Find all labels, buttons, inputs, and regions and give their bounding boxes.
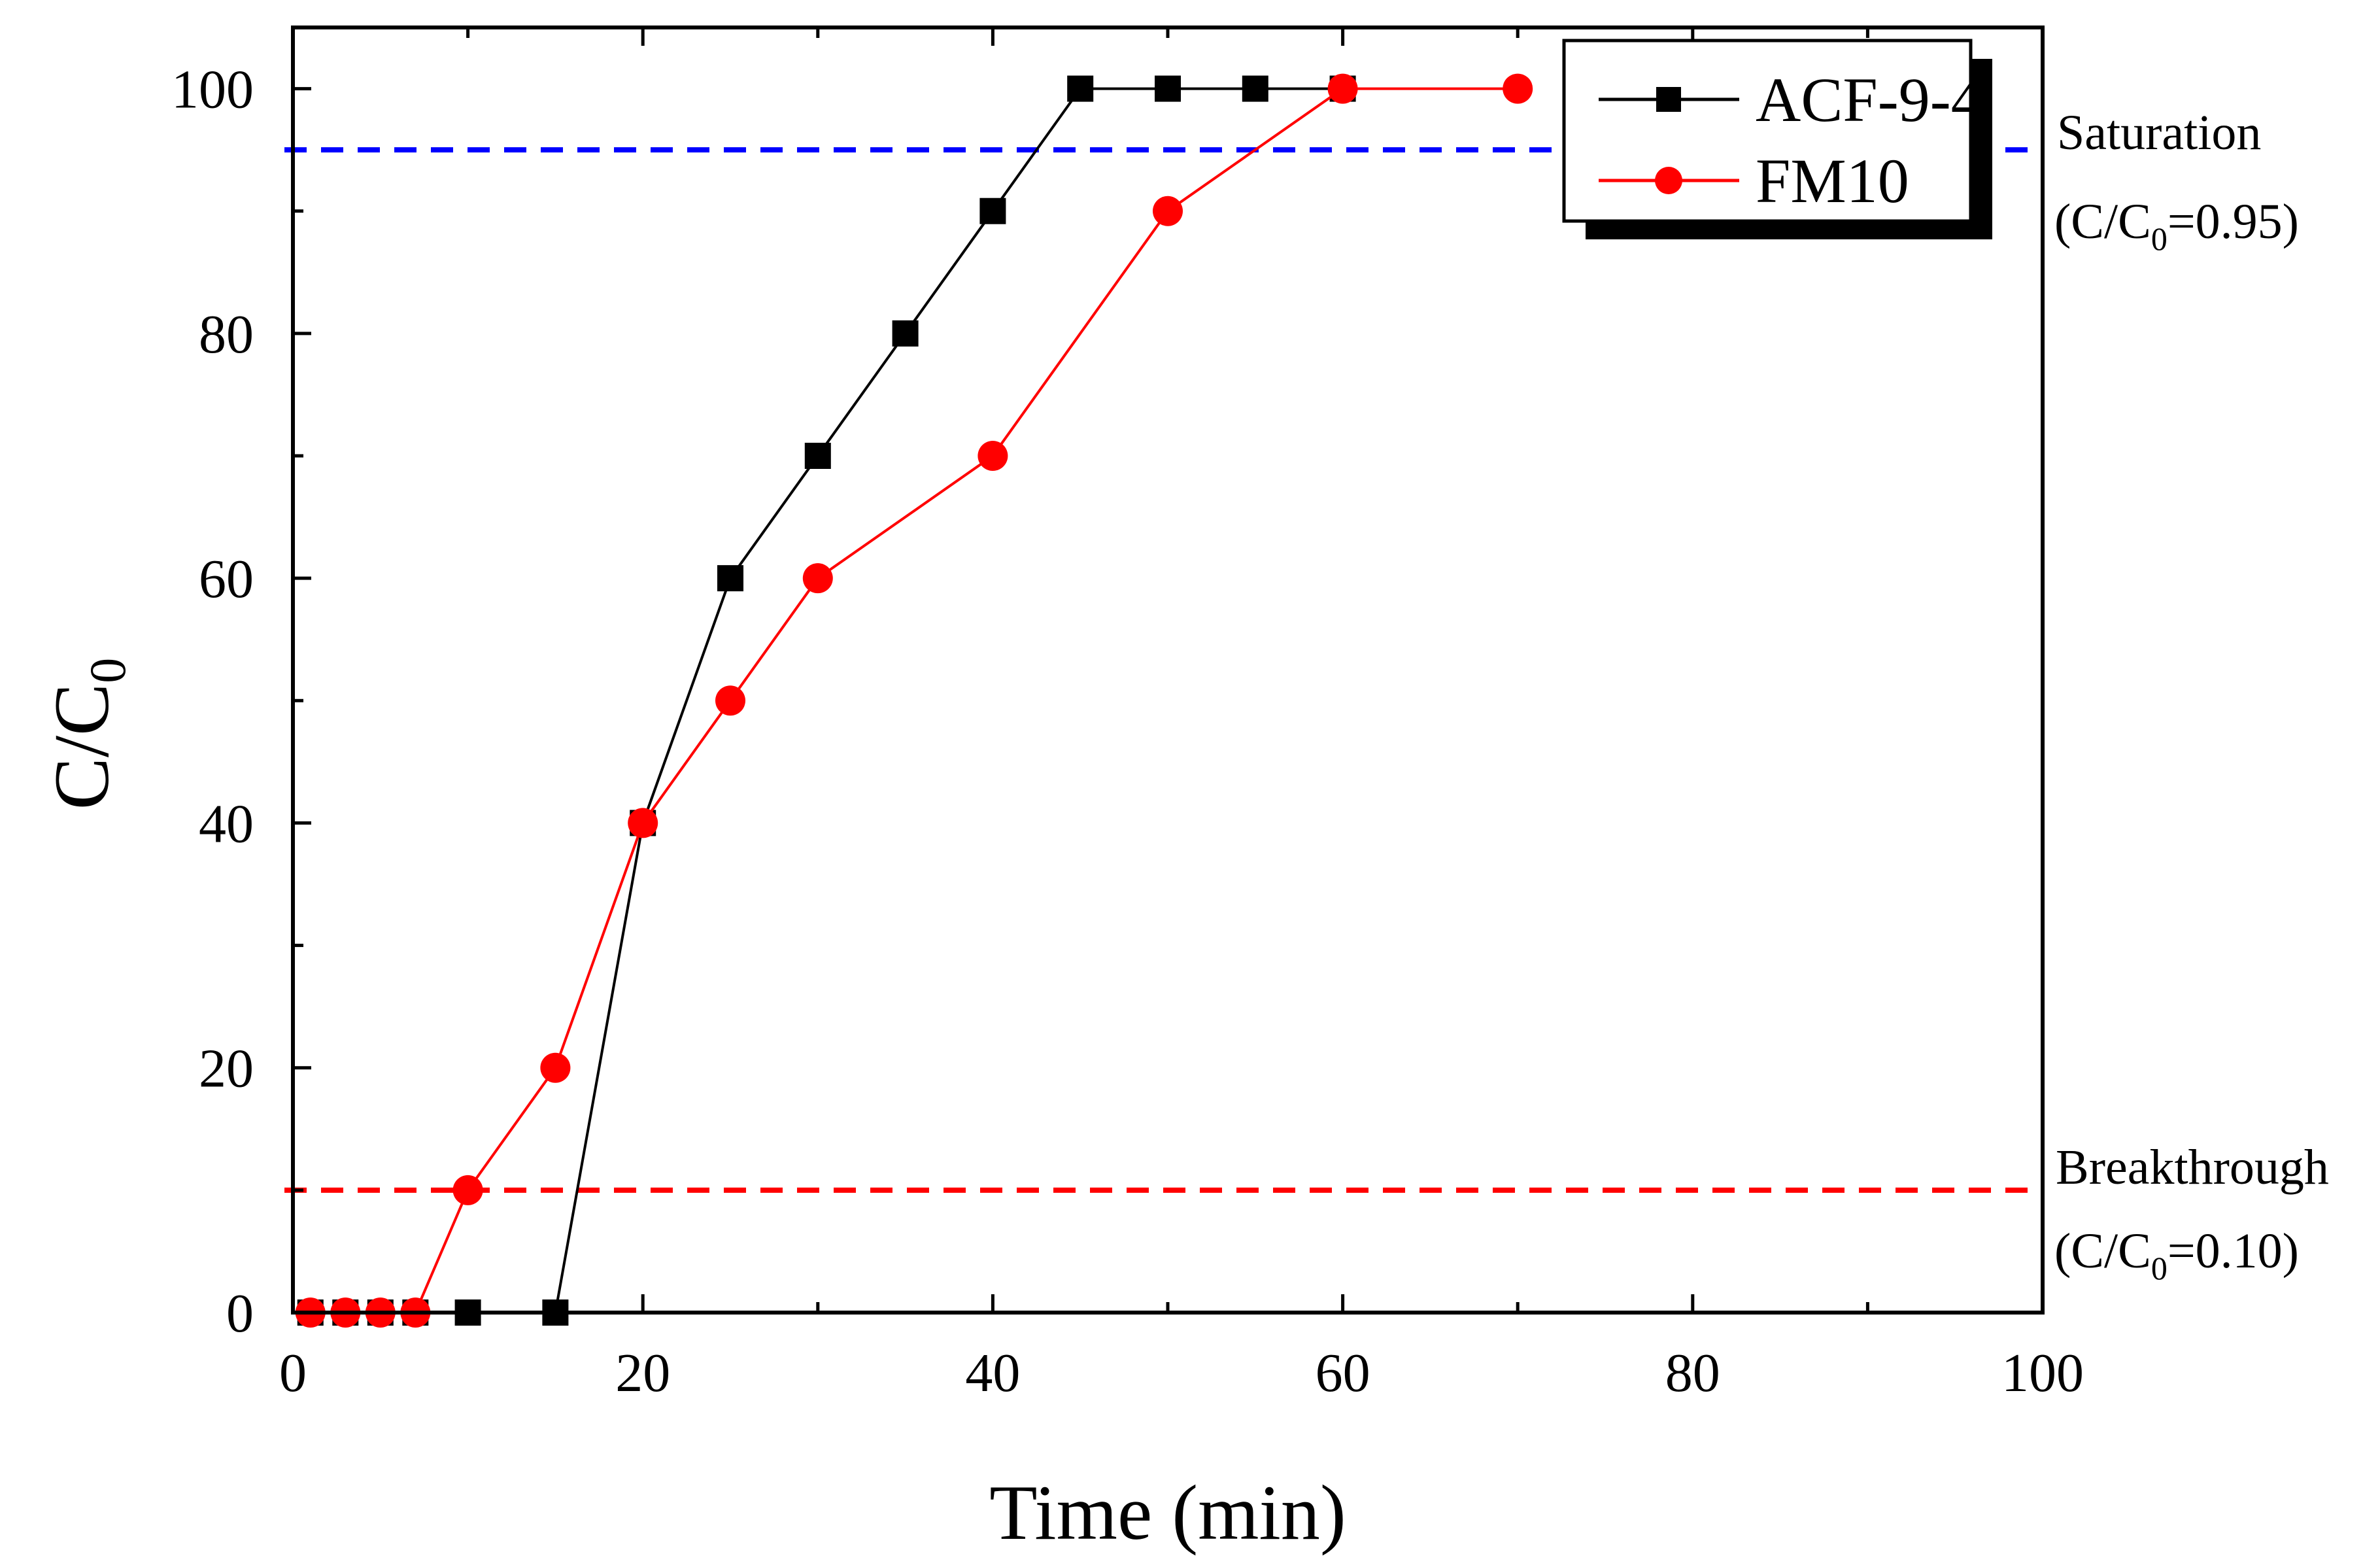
y-tick-label: 40 — [199, 793, 254, 854]
data-point-acf-9-4 — [892, 320, 919, 347]
saturation-sublabel-post: =0.95) — [2168, 194, 2299, 249]
data-point-acf-9-4 — [1067, 75, 1094, 102]
breakthrough-sublabel-pre: (C/C — [2054, 1224, 2151, 1279]
x-axis-title: Time (min) — [989, 1469, 1346, 1556]
data-point-fm10 — [540, 1052, 571, 1083]
data-point-fm10 — [628, 808, 658, 838]
y-tick-label: 60 — [199, 549, 254, 610]
y-axis-title-subscript: 0 — [79, 658, 136, 683]
data-point-acf-9-4 — [1242, 75, 1268, 102]
legend-marker-acf-9-4 — [1656, 87, 1681, 112]
y-tick-label: 100 — [171, 60, 254, 120]
legend-label-fm10: FM10 — [1756, 146, 1909, 216]
x-tick-label: 100 — [2001, 1343, 2084, 1403]
data-point-fm10 — [1327, 73, 1358, 104]
breakthrough-label: Breakthrough — [2056, 1140, 2329, 1195]
data-point-acf-9-4 — [1155, 75, 1181, 102]
legend: ACF-9-4 FM10 — [1562, 39, 1992, 239]
legend-box — [1562, 39, 1973, 223]
data-point-fm10 — [1153, 196, 1183, 226]
data-point-acf-9-4 — [979, 198, 1006, 224]
data-point-fm10 — [1503, 73, 1533, 104]
data-point-fm10 — [978, 441, 1008, 471]
x-tick-label: 20 — [615, 1343, 670, 1403]
saturation-sublabel-pre: (C/C — [2054, 194, 2151, 249]
saturation-sublabel: (C/C0=0.95) — [2054, 194, 2299, 257]
breakthrough-annotation: Breakthrough (C/C0=0.10) — [2054, 1140, 2329, 1286]
data-point-acf-9-4 — [804, 443, 831, 469]
y-axis-title: C/C0 — [38, 658, 136, 810]
legend-marker-fm10 — [1655, 167, 1682, 194]
y-axis-title-main: C/C — [38, 683, 125, 810]
saturation-annotation: Saturation (C/C0=0.95) — [2054, 105, 2299, 257]
breakthrough-sublabel-sub: 0 — [2151, 1250, 2168, 1286]
x-tick-label: 80 — [1665, 1343, 1720, 1403]
data-point-acf-9-4 — [717, 565, 743, 592]
x-tick-label: 40 — [965, 1343, 1020, 1403]
breakthrough-sublabel-post: =0.10) — [2168, 1224, 2299, 1279]
saturation-sublabel-sub: 0 — [2151, 220, 2168, 257]
y-tick-label: 80 — [199, 304, 254, 365]
breakthrough-sublabel: (C/C0=0.10) — [2054, 1224, 2299, 1286]
data-point-fm10 — [802, 563, 833, 594]
x-tick-label: 0 — [279, 1343, 307, 1403]
y-tick-label: 20 — [199, 1039, 254, 1099]
data-point-fm10 — [452, 1175, 483, 1205]
x-tick-label: 60 — [1316, 1343, 1370, 1403]
saturation-label: Saturation — [2057, 105, 2261, 160]
legend-label-acf-9-4: ACF-9-4 — [1756, 65, 1982, 135]
data-point-fm10 — [715, 685, 745, 716]
y-tick-label: 0 — [226, 1283, 254, 1344]
